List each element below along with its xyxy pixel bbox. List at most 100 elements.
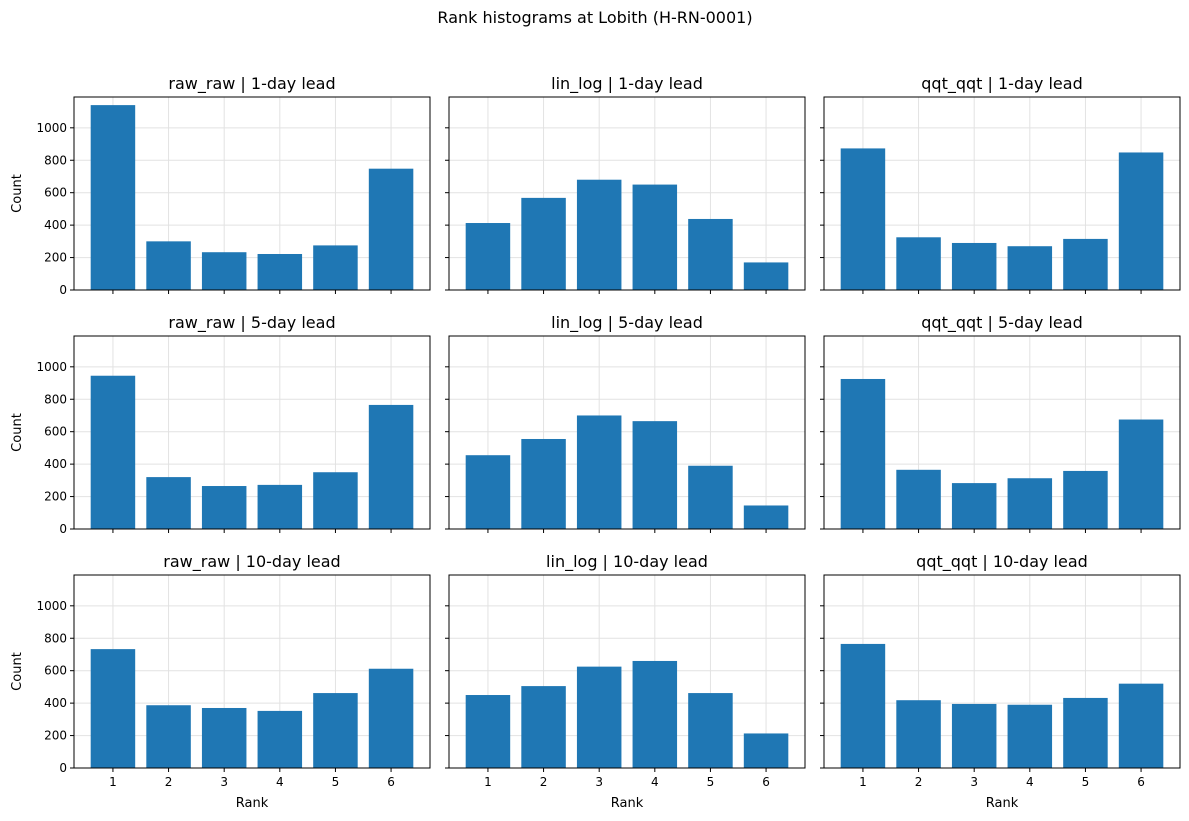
subplot-2: lin_log | 1-day lead: [445, 74, 806, 294]
y-axis-label: Count: [10, 652, 25, 691]
bar-rank-1: [465, 455, 511, 529]
x-tick-label: 4: [276, 775, 284, 789]
bar-rank-2: [146, 705, 191, 768]
x-tick-label: 4: [651, 775, 659, 789]
bar-rank-4: [257, 710, 303, 768]
x-tick-label: 3: [970, 775, 978, 789]
bar-rank-6: [1118, 419, 1164, 529]
bar-rank-4: [632, 421, 678, 529]
axes-frame: [823, 335, 1181, 530]
bar-rank-4: [1007, 704, 1053, 768]
axes-frame: [73, 574, 431, 769]
bar-rank-5: [1063, 697, 1108, 768]
bar-rank-3: [201, 486, 247, 529]
y-tick-label: 800: [44, 153, 67, 167]
x-tick-label: 5: [707, 775, 715, 789]
bar-rank-3: [576, 666, 622, 768]
y-tick-label: 800: [44, 631, 67, 645]
x-tick-label: 3: [595, 775, 603, 789]
subplot-title: raw_raw | 10-day lead: [163, 552, 340, 572]
subplot-title: raw_raw | 5-day lead: [168, 313, 335, 333]
subplot-4: raw_raw | 5-day lead 0 200 400 600 800 1000 Cou…: [10, 313, 431, 536]
y-tick-label: 200: [44, 251, 67, 265]
bar-rank-3: [576, 415, 622, 529]
bar-rank-3: [576, 179, 622, 290]
y-tick-label: 0: [59, 761, 67, 775]
x-tick-label: 6: [1137, 775, 1145, 789]
y-tick-label: 200: [44, 729, 67, 743]
subplot-title: qqt_qqt | 5-day lead: [921, 313, 1082, 333]
bar-rank-4: [632, 660, 678, 768]
y-tick-label: 1000: [36, 121, 67, 135]
bar-rank-6: [1118, 683, 1164, 768]
y-tick-label: 800: [44, 392, 67, 406]
bar-rank-2: [896, 469, 941, 529]
subplot-9: qqt_qqt | 10-day lead 1 2 3 4 5 6 Rank: [820, 552, 1181, 811]
axes-frame: [448, 96, 806, 291]
subplot-3: qqt_qqt | 1-day lead: [820, 74, 1181, 294]
subplot-6: qqt_qqt | 5-day lead: [820, 313, 1181, 533]
x-axis-label: Rank: [236, 796, 269, 811]
y-tick-label: 400: [44, 218, 67, 232]
bar-rank-5: [313, 245, 358, 290]
x-axis-label: Rank: [611, 796, 644, 811]
bar-rank-1: [465, 695, 511, 768]
axes-frame: [823, 574, 1181, 769]
bar-rank-6: [743, 505, 789, 529]
x-tick-label: 6: [387, 775, 395, 789]
figure-suptitle: Rank histograms at Lobith (H-RN-0001): [437, 8, 752, 27]
subplot-title: qqt_qqt | 1-day lead: [921, 74, 1082, 94]
x-tick-label: 1: [859, 775, 867, 789]
x-tick-label: 4: [1026, 775, 1034, 789]
bar-rank-5: [313, 472, 358, 529]
bar-rank-6: [743, 733, 789, 768]
x-tick-label: 6: [762, 775, 770, 789]
bar-rank-5: [1063, 238, 1108, 290]
y-tick-label: 600: [44, 186, 67, 200]
y-tick-label: 0: [59, 522, 67, 536]
axes-frame: [448, 335, 806, 530]
subplot-1: raw_raw | 1-day lead 0 200 400 600 800 1000 Cou…: [10, 74, 431, 297]
x-tick-label: 5: [332, 775, 340, 789]
bar-rank-2: [521, 686, 566, 768]
y-tick-label: 400: [44, 696, 67, 710]
subplot-7: raw_raw | 10-day lead 1 2 3 4 5 6 0 200 400 600 800…: [10, 552, 431, 811]
x-tick-label: 2: [540, 775, 548, 789]
bar-rank-4: [257, 253, 303, 290]
axes-frame: [73, 96, 431, 291]
x-tick-label: 2: [165, 775, 173, 789]
subplot-title: raw_raw | 1-day lead: [168, 74, 335, 94]
bar-rank-6: [743, 262, 789, 290]
bar-rank-2: [146, 241, 191, 290]
bar-rank-6: [368, 168, 414, 290]
bar-rank-2: [521, 438, 566, 529]
bar-rank-2: [521, 197, 566, 290]
subplot-title: qqt_qqt | 10-day lead: [916, 552, 1088, 572]
bar-rank-3: [951, 703, 997, 768]
y-tick-label: 1000: [36, 360, 67, 374]
bar-rank-4: [1007, 246, 1053, 290]
bar-rank-5: [313, 693, 358, 768]
bar-rank-6: [1118, 152, 1164, 290]
x-tick-label: 2: [915, 775, 923, 789]
x-tick-label: 5: [1082, 775, 1090, 789]
bar-rank-3: [201, 252, 247, 290]
bar-rank-6: [368, 404, 414, 529]
bar-rank-2: [896, 237, 941, 290]
bar-rank-5: [688, 693, 733, 768]
x-tick-label: 1: [109, 775, 117, 789]
y-tick-label: 200: [44, 490, 67, 504]
bar-rank-1: [90, 105, 136, 290]
subplot-8: lin_log | 10-day lead 1 2 3 4 5 6 Rank: [445, 552, 806, 811]
x-tick-label: 1: [484, 775, 492, 789]
bar-rank-2: [896, 700, 941, 768]
bar-rank-4: [632, 184, 678, 290]
y-tick-label: 1000: [36, 599, 67, 613]
subplot-title: lin_log | 1-day lead: [551, 74, 703, 94]
axes-frame: [823, 96, 1181, 291]
subplot-title: lin_log | 5-day lead: [551, 313, 703, 333]
bar-rank-1: [90, 375, 136, 529]
bar-rank-4: [257, 484, 303, 529]
axes-frame: [448, 574, 806, 769]
